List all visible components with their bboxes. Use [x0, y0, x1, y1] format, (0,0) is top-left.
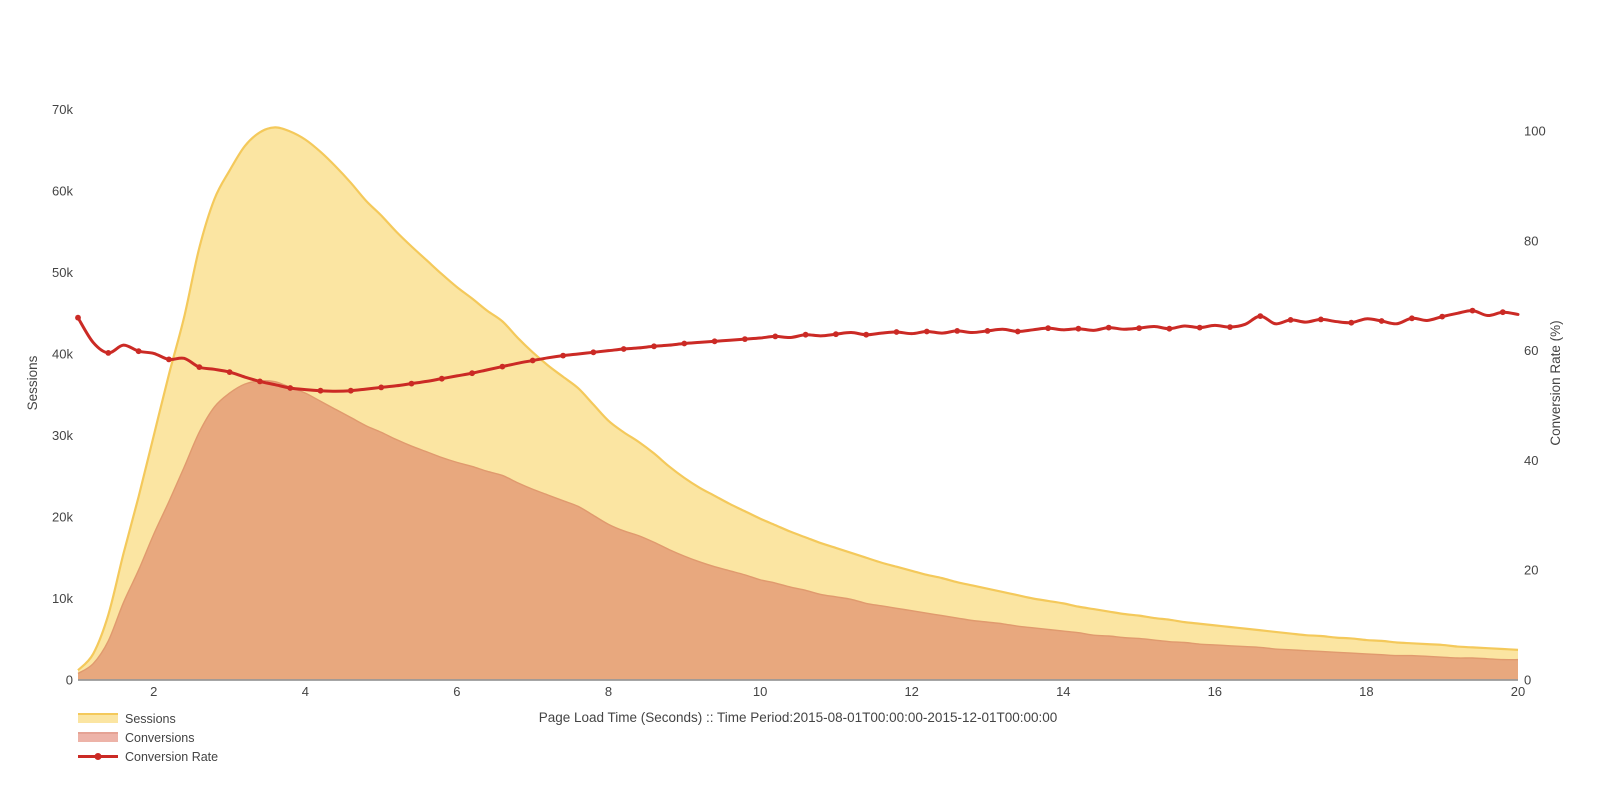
legend-item-sessions[interactable]: Sessions: [78, 712, 176, 726]
x-tick-label-8: 8: [605, 684, 612, 699]
conversion-rate-marker: [1136, 325, 1142, 332]
conversions-area: [78, 380, 1518, 680]
legend: Sessions Conversions Conversion Rate: [78, 712, 218, 764]
conversion-rate-marker: [1348, 319, 1355, 326]
legend-swatch-marker: [94, 753, 102, 760]
conversion-rate-marker: [1469, 307, 1476, 314]
conversion-rate-marker: [1318, 316, 1324, 323]
ticks-layer: 2 4 6 8 10 12 14 16 18 20010k20k30k40k50k60k70k02…: [52, 102, 1546, 699]
x-tick-label-2: 2: [150, 684, 157, 699]
conversion-rate-marker: [408, 380, 415, 387]
conversion-rate-marker: [1196, 324, 1203, 331]
y-right-tick-label-80: 80: [1524, 233, 1538, 248]
conversion-rate-marker: [257, 378, 263, 385]
y-left-tick-label-40k: 40k: [52, 347, 73, 362]
conversion-rate-marker: [802, 331, 809, 338]
y-left-tick-label-50k: 50k: [52, 265, 73, 280]
conversion-rate-marker: [590, 349, 597, 356]
conversion-rate-marker: [75, 314, 81, 321]
conversion-rate-marker: [1105, 324, 1112, 331]
conversions-area-edge: [77, 379, 1519, 675]
x-tick-label-4: 4: [302, 684, 309, 699]
y-left-tick-label-70k: 70k: [52, 102, 73, 117]
conversion-rate-marker: [105, 350, 112, 356]
y-right-tick-label-0: 0: [1524, 673, 1531, 688]
conversion-rate-marker: [1499, 309, 1506, 316]
conversion-rate-marker: [135, 348, 142, 355]
conversion-rate-marker: [1075, 325, 1082, 332]
x-tick-label-6: 6: [453, 684, 460, 699]
legend-label: Conversions: [125, 731, 194, 745]
conversion-rate-marker: [742, 336, 748, 342]
conversion-rate-marker: [469, 370, 475, 377]
conversion-rate-marker: [1166, 325, 1173, 332]
conversion-rate-marker: [226, 369, 233, 375]
conversion-rate-marker: [651, 343, 657, 350]
conversion-rate-marker: [954, 328, 961, 334]
conversion-rate-marker: [196, 364, 203, 370]
x-axis-title: Page Load Time (Seconds) :: Time Period:…: [539, 710, 1058, 725]
legend-item-conversion-rate[interactable]: Conversion Rate: [78, 750, 218, 764]
conversion-rate-marker: [984, 328, 991, 334]
conversion-rate-marker: [1257, 313, 1264, 319]
conversion-rate-marker: [317, 387, 324, 394]
x-tick-label-18: 18: [1359, 684, 1373, 699]
conversion-rate-marker: [1014, 328, 1021, 335]
y-axis-left-title: Sessions: [25, 355, 40, 410]
conversion-rate-marker: [499, 363, 506, 370]
areas-layer: [77, 126, 1519, 680]
conversion-rate-marker: [287, 385, 294, 391]
conversion-rate-marker: [893, 329, 900, 335]
x-tick-label-10: 10: [753, 684, 767, 699]
legend-item-conversions[interactable]: Conversions: [78, 731, 194, 745]
y-right-tick-label-40: 40: [1524, 453, 1538, 468]
conversion-rate-marker: [711, 338, 718, 345]
x-tick-label-16: 16: [1208, 684, 1222, 699]
conversion-rate-marker: [438, 375, 445, 382]
y-left-tick-label-30k: 30k: [52, 428, 73, 443]
conversion-rate-marker: [378, 384, 385, 391]
conversion-rate-marker: [1227, 324, 1233, 330]
line-layer: [75, 307, 1520, 394]
legend-label: Conversion Rate: [125, 750, 218, 764]
conversion-rate-marker: [772, 333, 779, 340]
conversion-rate-marker: [1409, 315, 1415, 322]
y-right-tick-label-60: 60: [1524, 343, 1538, 358]
conversion-rate-marker: [347, 387, 354, 394]
y-left-tick-label-20k: 20k: [52, 510, 73, 525]
legend-swatch-area: [78, 714, 118, 723]
sessions-area-edge: [77, 126, 1519, 672]
conversion-rate-marker: [681, 340, 688, 347]
conversion-rate-marker: [560, 352, 566, 359]
x-tick-label-14: 14: [1056, 684, 1070, 699]
y-left-tick-label-60k: 60k: [52, 184, 73, 199]
conversion-rate-marker: [166, 356, 172, 363]
legend-label: Sessions: [125, 712, 176, 726]
conversion-rate-marker: [863, 331, 870, 338]
y-left-tick-label-0: 0: [66, 673, 73, 688]
y-axis-right-title: Conversion Rate (%): [1548, 320, 1563, 445]
conversion-rate-marker: [1045, 325, 1051, 332]
legend-swatch-area: [78, 733, 118, 742]
y-right-tick-label-100: 100: [1524, 124, 1546, 139]
conversion-rate-marker: [923, 328, 930, 335]
conversion-rate-marker: [620, 346, 627, 352]
x-tick-label-20: 20: [1511, 684, 1525, 699]
x-tick-label-12: 12: [904, 684, 918, 699]
conversion-rate-marker: [529, 357, 536, 364]
conversion-rate-marker: [833, 331, 839, 338]
y-right-tick-label-20: 20: [1524, 563, 1538, 578]
y-left-tick-label-10k: 10k: [52, 591, 73, 606]
conversion-rate-marker: [1378, 318, 1385, 324]
conversion-rate-marker: [1439, 313, 1446, 320]
conversion-rate-markers: [75, 307, 1506, 394]
conversion-rate-marker: [1287, 317, 1294, 323]
